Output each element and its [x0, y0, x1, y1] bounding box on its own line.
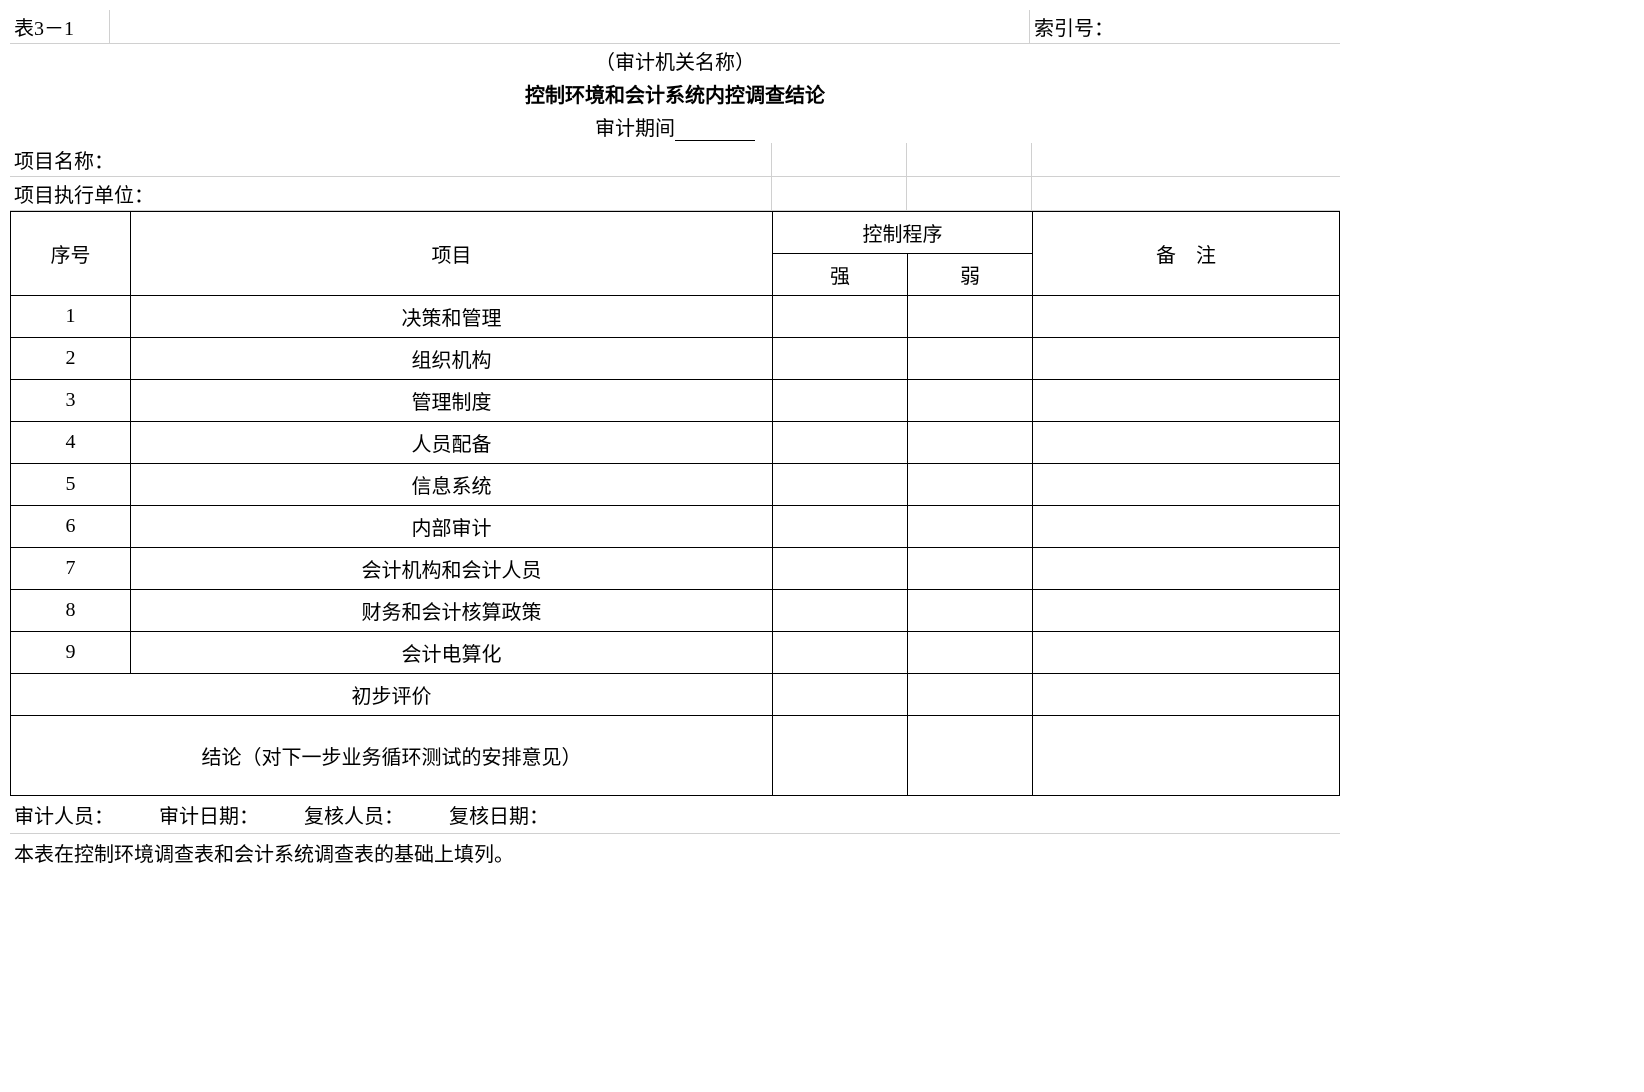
cell-strong [773, 632, 908, 674]
table-row: 2组织机构 [11, 338, 1340, 380]
cell-remark [1033, 296, 1340, 338]
conclusion-row: 结论（对下一步业务循环测试的安排意见） [11, 716, 1340, 796]
cell-seq: 5 [11, 464, 131, 506]
col-strong: 强 [773, 254, 908, 296]
cell-seq: 3 [11, 380, 131, 422]
cell-remark [1033, 464, 1340, 506]
table-row: 5信息系统 [11, 464, 1340, 506]
project-unit-label: 项目执行单位： [10, 177, 772, 211]
cell-seq: 6 [11, 506, 131, 548]
cell-strong [773, 716, 908, 796]
review-date-label: 复核日期： [449, 800, 549, 829]
cell-item: 管理制度 [131, 380, 773, 422]
audit-date-label: 审计日期： [159, 800, 259, 829]
period-label: 审计期间 [595, 118, 675, 140]
cell-weak [908, 422, 1033, 464]
cell-remark [1033, 380, 1340, 422]
cell-item: 信息系统 [131, 464, 773, 506]
cell-item: 决策和管理 [131, 296, 773, 338]
project-name-row: 项目名称： [10, 143, 1340, 177]
cell-weak [908, 338, 1033, 380]
cell-prelim: 初步评价 [11, 674, 773, 716]
cell-remark [1033, 716, 1340, 796]
table-row: 4人员配备 [11, 422, 1340, 464]
cell-remark [1033, 506, 1340, 548]
cell-weak [908, 296, 1033, 338]
form-title: 控制环境和会计系统内控调查结论 [10, 77, 1340, 110]
cell-strong [773, 590, 908, 632]
cell-seq: 8 [11, 590, 131, 632]
blank-cell [907, 143, 1032, 177]
col-seq: 序号 [11, 212, 131, 296]
top-row: 表3－1 索引号： [10, 10, 1340, 44]
cell-seq: 4 [11, 422, 131, 464]
cell-item: 组织机构 [131, 338, 773, 380]
top-spacer [110, 10, 1030, 43]
cell-weak [908, 716, 1033, 796]
cell-seq: 1 [11, 296, 131, 338]
index-number-label: 索引号： [1030, 10, 1340, 43]
col-control: 控制程序 [773, 212, 1033, 254]
col-remark: 备 注 [1033, 212, 1340, 296]
org-name: （审计机关名称） [10, 44, 1340, 77]
cell-remark [1033, 632, 1340, 674]
cell-weak [908, 464, 1033, 506]
blank-cell [772, 177, 907, 211]
cell-conclusion: 结论（对下一步业务循环测试的安排意见） [11, 716, 773, 796]
cell-strong [773, 422, 908, 464]
form-note: 本表在控制环境调查表和会计系统调查表的基础上填列。 [10, 834, 1340, 871]
main-table: 序号 项目 控制程序 备 注 强 弱 1决策和管理2组织机构3管理制度4人员配备… [10, 211, 1340, 796]
blank-cell [772, 143, 907, 177]
cell-seq: 7 [11, 548, 131, 590]
blank-cell [907, 177, 1032, 211]
blank-cell [1032, 143, 1340, 177]
cell-weak [908, 590, 1033, 632]
cell-seq: 9 [11, 632, 131, 674]
col-weak: 弱 [908, 254, 1033, 296]
cell-seq: 2 [11, 338, 131, 380]
reviewer-label: 复核人员： [304, 800, 404, 829]
cell-strong [773, 506, 908, 548]
table-head-row1: 序号 项目 控制程序 备 注 [11, 212, 1340, 254]
period-blank [675, 140, 755, 141]
cell-item: 内部审计 [131, 506, 773, 548]
cell-item: 财务和会计核算政策 [131, 590, 773, 632]
signature-row: 审计人员： 审计日期： 复核人员： 复核日期： [10, 796, 1340, 834]
cell-strong [773, 338, 908, 380]
cell-remark [1033, 422, 1340, 464]
auditor-label: 审计人员： [14, 800, 114, 829]
table-row: 1决策和管理 [11, 296, 1340, 338]
cell-remark [1033, 338, 1340, 380]
cell-remark [1033, 674, 1340, 716]
cell-strong [773, 296, 908, 338]
cell-weak [908, 632, 1033, 674]
project-name-label: 项目名称： [10, 143, 772, 177]
table-row: 9会计电算化 [11, 632, 1340, 674]
audit-period: 审计期间 [10, 110, 1340, 143]
cell-item: 会计电算化 [131, 632, 773, 674]
blank-cell [1032, 177, 1340, 211]
col-item: 项目 [131, 212, 773, 296]
table-row: 8财务和会计核算政策 [11, 590, 1340, 632]
cell-weak [908, 674, 1033, 716]
cell-item: 会计机构和会计人员 [131, 548, 773, 590]
cell-strong [773, 548, 908, 590]
cell-weak [908, 548, 1033, 590]
project-unit-row: 项目执行单位： [10, 177, 1340, 211]
cell-item: 人员配备 [131, 422, 773, 464]
cell-weak [908, 380, 1033, 422]
cell-strong [773, 464, 908, 506]
form-container: 表3－1 索引号： （审计机关名称） 控制环境和会计系统内控调查结论 审计期间 … [10, 10, 1340, 871]
cell-remark [1033, 548, 1340, 590]
table-row: 7会计机构和会计人员 [11, 548, 1340, 590]
table-number: 表3－1 [10, 10, 110, 43]
cell-strong [773, 380, 908, 422]
cell-strong [773, 674, 908, 716]
cell-weak [908, 506, 1033, 548]
table-row: 6内部审计 [11, 506, 1340, 548]
table-body: 1决策和管理2组织机构3管理制度4人员配备5信息系统6内部审计7会计机构和会计人… [11, 296, 1340, 796]
prelim-row: 初步评价 [11, 674, 1340, 716]
table-row: 3管理制度 [11, 380, 1340, 422]
cell-remark [1033, 590, 1340, 632]
